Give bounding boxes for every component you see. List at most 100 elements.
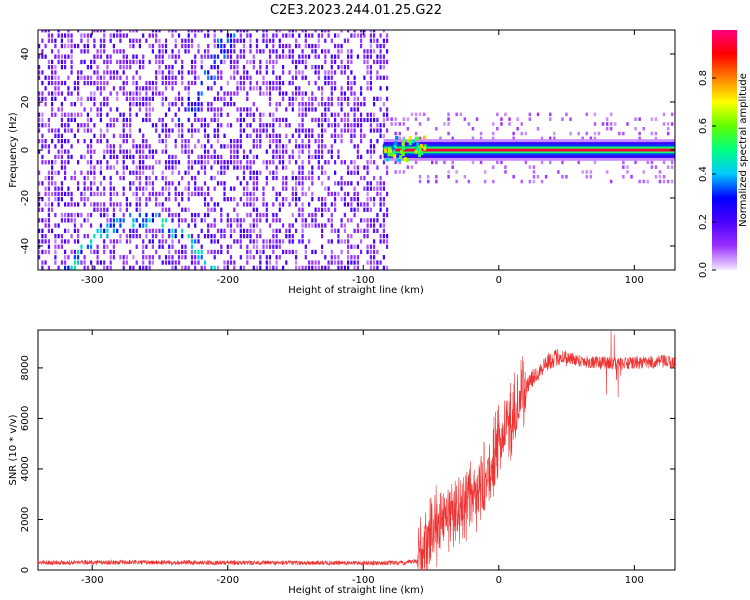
heatmap-cell [73, 223, 76, 228]
heatmap-cell [350, 86, 353, 91]
heatmap-cell [210, 249, 213, 255]
heatmap-cell [158, 160, 161, 165]
heatmap-cell [99, 86, 102, 91]
heatmap-cell [324, 80, 327, 86]
heatmap-cell [220, 70, 223, 75]
colorbar-tick-label: 0.6 [698, 118, 709, 134]
heatmap-cell [138, 170, 141, 175]
heatmap-cell [73, 212, 76, 218]
heatmap-cell [112, 239, 115, 244]
heatmap-cell [51, 165, 54, 170]
heatmap-cell [593, 131, 597, 136]
snr-x-tick-label: -300 [81, 575, 104, 586]
heatmap-cell [340, 128, 343, 133]
heatmap-cell [44, 96, 47, 101]
heatmap-cell [203, 165, 207, 170]
heatmap-cell [41, 265, 44, 270]
heatmap-cell [106, 244, 109, 249]
heatmap-cell [132, 234, 135, 239]
heatmap-cell [38, 228, 41, 233]
heatmap-cell [298, 165, 301, 170]
heatmap-cell [353, 165, 356, 170]
heatmap-cell [252, 223, 255, 228]
heatmap-cell [213, 65, 216, 70]
heatmap-cell [418, 149, 422, 154]
heatmap-cell [337, 102, 340, 107]
heatmap-cell [194, 70, 197, 75]
heatmap-cell [210, 117, 213, 123]
heatmap-cell [262, 249, 265, 255]
heatmap-cell [210, 144, 213, 149]
heatmap-cell [282, 149, 285, 154]
heatmap-cell [471, 160, 475, 165]
heatmap-cell [64, 54, 67, 59]
heatmap-cell [90, 165, 93, 170]
heatmap-cell [327, 117, 330, 123]
heatmap-cell [38, 117, 41, 123]
heatmap-cell [609, 112, 613, 117]
heatmap-cell [158, 239, 161, 244]
heatmap-cell [308, 212, 311, 218]
heatmap-cell [80, 212, 83, 218]
heatmap-cell [207, 33, 210, 38]
heatmap-cell [272, 228, 275, 233]
heatmap-cell [93, 234, 96, 239]
heatmap-cell [54, 43, 57, 49]
heatmap-cell [298, 197, 301, 202]
heatmap-cell [184, 149, 187, 154]
heatmap-cell [255, 70, 259, 75]
heatmap-cell [200, 102, 203, 107]
heatmap-cell [213, 255, 216, 260]
heatmap-cell [295, 30, 298, 33]
heatmap-cell [236, 117, 239, 123]
heatmap-cell [207, 139, 210, 144]
heatmap-cell [129, 186, 132, 191]
heatmap-cell [308, 144, 311, 149]
heatmap-cell [259, 65, 262, 70]
heatmap-cell [272, 186, 275, 191]
heatmap-cell [112, 218, 115, 223]
heatmap-cell [295, 186, 298, 191]
heatmap-cell [132, 139, 135, 144]
heatmap-cell [233, 38, 236, 43]
heatmap-cell [57, 59, 60, 65]
heatmap-cell [194, 239, 197, 244]
heatmap-cell [435, 179, 438, 184]
heatmap-cell [360, 43, 363, 49]
heatmap-cell [142, 154, 145, 160]
heatmap-cell [239, 255, 242, 260]
heatmap-cell [239, 165, 242, 170]
heatmap-cell [386, 59, 389, 65]
heatmap-cell [151, 86, 154, 91]
heatmap-cell [86, 186, 89, 191]
heatmap-cell [203, 212, 207, 218]
heatmap-cell [194, 191, 197, 197]
heatmap-cell [151, 30, 154, 33]
heatmap-cell [64, 43, 67, 49]
heatmap-cell [614, 122, 617, 126]
heatmap-cell [220, 38, 223, 43]
heatmap-cell [142, 239, 145, 244]
heatmap-cell [51, 102, 54, 107]
heatmap-cell [70, 265, 73, 270]
heatmap-cell [177, 170, 181, 175]
heatmap-cell [268, 133, 272, 138]
heatmap-cell [203, 144, 207, 149]
heatmap-cell [220, 43, 223, 49]
heatmap-cell [223, 160, 226, 165]
heatmap-cell [38, 218, 41, 223]
heatmap-cell [73, 80, 76, 86]
heatmap-cell [145, 228, 148, 233]
heatmap-cell [132, 59, 135, 65]
heatmap-cell [116, 160, 119, 165]
heatmap-cell [288, 30, 291, 33]
heatmap-cell [86, 43, 89, 49]
heatmap-cell [308, 239, 311, 244]
heatmap-cell [330, 75, 333, 80]
heatmap-cell [330, 112, 333, 117]
heatmap-cell [410, 112, 414, 117]
heatmap-cell [304, 59, 307, 65]
heatmap-cell [259, 128, 262, 133]
heatmap-cell [229, 228, 233, 233]
heatmap-cell [203, 160, 207, 165]
